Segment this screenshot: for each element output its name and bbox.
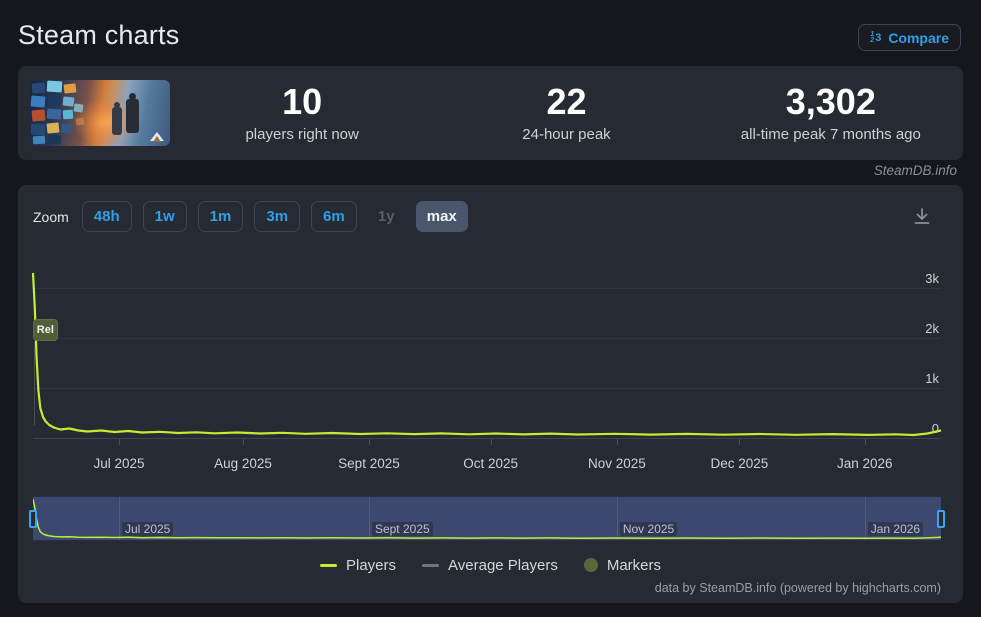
x-axis-label: Nov 2025 <box>587 456 646 471</box>
legend-label: Players <box>346 556 397 574</box>
gridline-1k <box>33 388 941 389</box>
x-tick <box>243 439 245 445</box>
chart-x-axis: Jul 2025 Aug 2025 Sept 2025 Oct 2025 Nov 202… <box>33 438 941 474</box>
download-icon <box>914 207 930 224</box>
24h-peak-value: 22 <box>546 81 587 123</box>
zoom-range-button-1w[interactable]: 1w <box>142 201 187 232</box>
legend-item-players[interactable]: Players <box>320 557 396 574</box>
legend-swatch <box>320 563 337 567</box>
zoom-range-button-max[interactable]: max <box>415 201 468 232</box>
gridline-3k <box>33 288 941 289</box>
x-tick <box>616 439 618 445</box>
x-axis-label: Jan 2026 <box>836 456 893 471</box>
legend-item-average-players[interactable]: Average Players <box>422 557 558 574</box>
zoom-toolbar: Zoom 48h 1w 1m 3m 6m 1y max <box>33 201 468 232</box>
chart-credit: data by SteamDB.info (powered by highcha… <box>654 581 941 595</box>
stats-panel: 10 players right now 22 24-hour peak 3,3… <box>18 66 963 160</box>
navigator-label: Nov 2025 <box>619 522 678 536</box>
studio-logo-icon <box>150 132 164 142</box>
x-axis-label: Oct 2025 <box>463 456 519 471</box>
current-players-label: players right now <box>245 125 359 143</box>
players-series-line <box>31 272 942 437</box>
x-tick <box>739 439 741 445</box>
stat-current-players: 10 players right now <box>170 83 434 143</box>
release-flag-stem <box>33 342 35 425</box>
compare-button-label: Compare <box>888 29 949 46</box>
zoom-range-button-6m[interactable]: 6m <box>311 201 357 232</box>
game-capsule-image <box>30 80 170 146</box>
legend-item-markers[interactable]: Markers <box>583 556 661 574</box>
x-tick <box>118 439 120 445</box>
y-axis-label-0: 0 <box>931 421 939 436</box>
chart-panel: Zoom 48h 1w 1m 3m 6m 1y max 3k 2k 1k 0 Rel Jul 202… <box>18 185 963 603</box>
chart-legend: Players Average Players Markers <box>18 552 963 578</box>
steamdb-watermark: SteamDB.info <box>873 163 957 178</box>
navigator-gridline <box>616 497 618 540</box>
x-tick <box>490 439 492 445</box>
zoom-label: Zoom <box>33 208 69 225</box>
x-tick <box>368 439 370 445</box>
x-axis-label: Dec 2025 <box>710 456 769 471</box>
navigator-gridline <box>368 497 370 540</box>
zoom-range-button-3m[interactable]: 3m <box>254 201 301 232</box>
zoom-range-button-1m[interactable]: 1m <box>197 201 244 232</box>
current-players-value: 10 <box>282 81 323 123</box>
x-axis-label: Aug 2025 <box>214 456 272 471</box>
navigator-series-line <box>33 498 941 540</box>
x-axis-label: Sept 2025 <box>338 456 400 471</box>
chart-plot-area: 3k 2k 1k 0 Rel <box>31 250 942 438</box>
navigator-gridline <box>118 497 120 540</box>
y-axis-label-3k: 3k <box>925 271 939 286</box>
zoom-range-button-48h[interactable]: 48h <box>81 201 132 232</box>
x-tick <box>864 439 866 445</box>
navigator-gridline <box>864 497 866 540</box>
download-chart-button[interactable] <box>909 205 935 231</box>
navigator-label: Sept 2025 <box>371 522 433 536</box>
24h-peak-label: 24-hour peak <box>522 125 611 143</box>
alltime-peak-value: 3,302 <box>785 81 876 123</box>
gridline-2k <box>33 338 941 339</box>
x-axis-label: Jul 2025 <box>93 456 145 471</box>
navigator-handle-right[interactable] <box>937 510 945 528</box>
legend-swatch <box>422 563 440 567</box>
navigator-label: Jan 2026 <box>867 522 924 536</box>
navigator-handle-left[interactable] <box>29 510 37 528</box>
stat-alltime-peak: 3,302 all-time peak 7 months ago <box>699 83 963 143</box>
navigator-label: Jul 2025 <box>121 522 174 536</box>
page-title: Steam charts <box>18 20 180 50</box>
alltime-peak-label: all-time peak 7 months ago <box>740 125 921 143</box>
y-axis-label-2k: 2k <box>925 321 939 336</box>
chart-navigator[interactable]: Jul 2025 Sept 2025 Nov 2025 Jan 2026 <box>29 496 945 541</box>
legend-swatch <box>583 558 598 572</box>
zoom-range-button-1y: 1y <box>368 201 405 232</box>
y-axis-label-1k: 1k <box>925 371 939 386</box>
stat-24h-peak: 22 24-hour peak <box>434 83 698 143</box>
legend-label: Markers <box>606 556 661 574</box>
release-flag-marker[interactable]: Rel <box>32 319 58 341</box>
legend-label: Average Players <box>448 556 558 574</box>
